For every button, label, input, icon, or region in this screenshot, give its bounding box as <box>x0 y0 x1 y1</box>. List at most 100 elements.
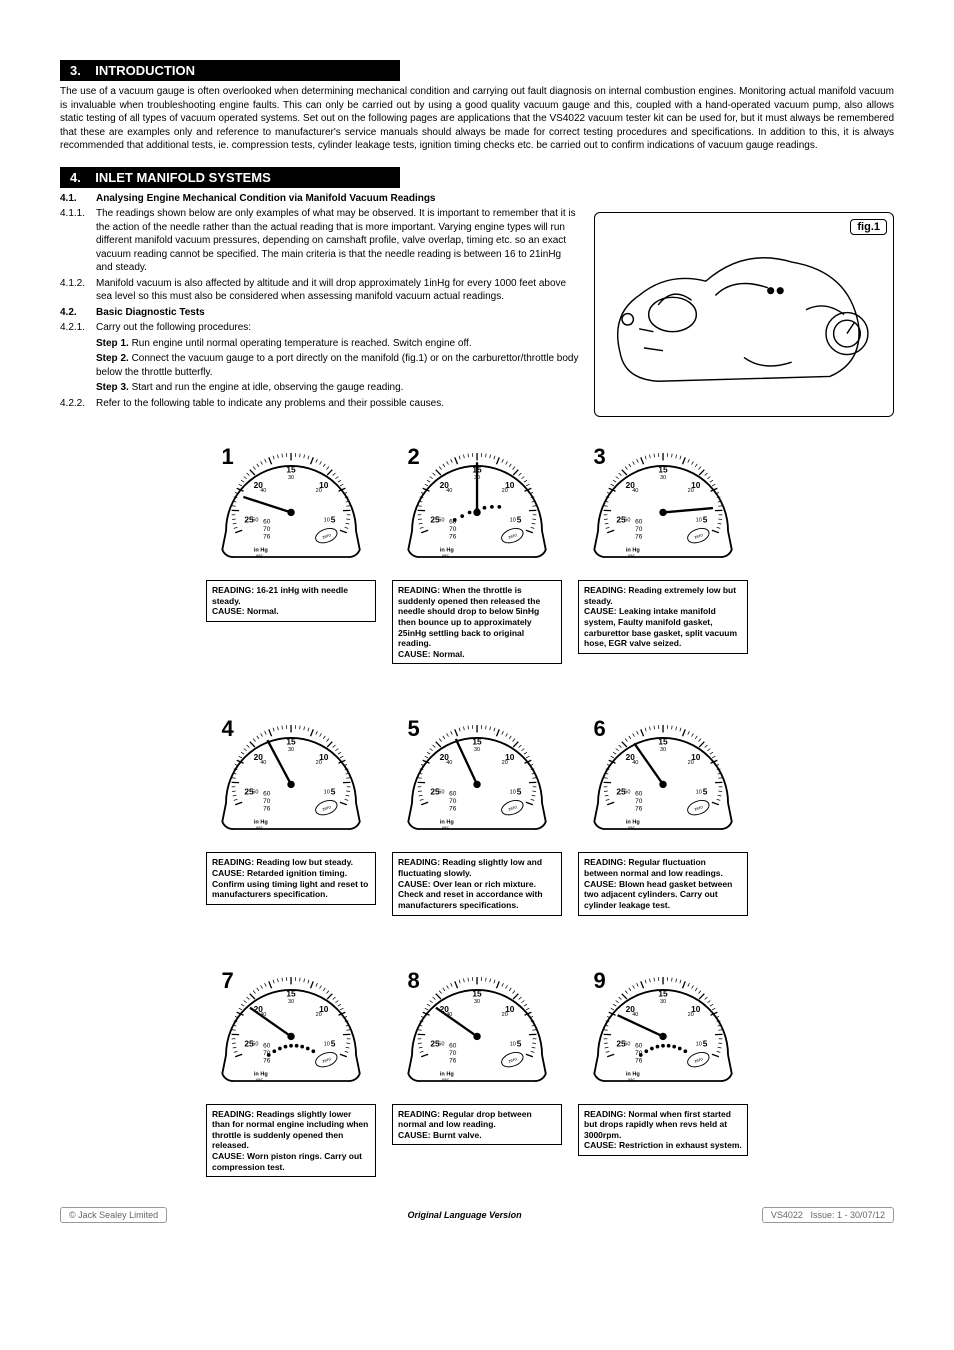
svg-text:50: 50 <box>438 1041 444 1047</box>
svg-text:vac: vac <box>255 1077 263 1082</box>
svg-text:20: 20 <box>315 760 321 766</box>
gauge-image: 2520151055040302010607076 in Hg vac zero… <box>400 712 555 842</box>
svg-text:zero: zero <box>321 1055 332 1063</box>
gauge-image: 2520151055040302010607076 in Hg vac zero… <box>214 964 369 1094</box>
svg-text:20: 20 <box>501 488 507 494</box>
svg-text:10: 10 <box>695 1041 701 1047</box>
section-3-title: INTRODUCTION <box>95 63 195 78</box>
item-text: Manifold vacuum is also affected by alti… <box>96 277 580 304</box>
svg-text:vac: vac <box>441 825 449 830</box>
item-number: 4.1.1. <box>60 207 96 275</box>
procedure-step: Step 2. Connect the vacuum gauge to a po… <box>60 352 580 379</box>
svg-text:5: 5 <box>702 1038 707 1048</box>
svg-text:20: 20 <box>687 488 693 494</box>
gauge-number: 9 <box>594 968 606 994</box>
gauge-cell-2: 2520151055040302010607076 in Hg vac zero… <box>392 440 562 664</box>
svg-text:20: 20 <box>687 760 693 766</box>
svg-text:50: 50 <box>252 790 258 796</box>
intro-paragraph: The use of a vacuum gauge is often overl… <box>60 85 894 153</box>
svg-text:20: 20 <box>687 1011 693 1017</box>
svg-text:5: 5 <box>330 787 335 797</box>
svg-text:20: 20 <box>501 760 507 766</box>
svg-text:76: 76 <box>263 533 271 540</box>
svg-text:vac: vac <box>441 1077 449 1082</box>
section-4-item: 4.2.Basic Diagnostic Tests <box>60 306 580 320</box>
footer-model: VS4022 <box>771 1210 803 1220</box>
svg-text:70: 70 <box>449 1050 457 1057</box>
svg-text:30: 30 <box>659 475 665 481</box>
item-number: 4.2. <box>60 306 96 320</box>
svg-text:15: 15 <box>286 465 296 475</box>
svg-text:30: 30 <box>287 999 293 1005</box>
gauge-caption: READING: Reading extremely low but stead… <box>578 580 748 654</box>
svg-text:vac: vac <box>627 1077 635 1082</box>
svg-text:50: 50 <box>624 1041 630 1047</box>
footer-center: Original Language Version <box>407 1210 521 1220</box>
svg-text:5: 5 <box>516 1038 521 1048</box>
gauge-caption: READING: Reading low but steady. CAUSE: … <box>206 852 376 905</box>
svg-text:50: 50 <box>252 1041 258 1047</box>
gauge-image: 2520151055040302010607076 in Hg vac zero… <box>586 712 741 842</box>
gauge-caption: READING: When the throttle is suddenly o… <box>392 580 562 664</box>
svg-text:20: 20 <box>315 1011 321 1017</box>
gauge-number: 2 <box>408 444 420 470</box>
gauge-cell-7: 2520151055040302010607076 in Hg vac zero… <box>206 964 376 1178</box>
svg-text:5: 5 <box>330 1038 335 1048</box>
svg-text:15: 15 <box>658 988 668 998</box>
section-4-number: 4. <box>70 170 81 185</box>
section-3-number: 3. <box>70 63 81 78</box>
footer-copyright: © Jack Sealey Limited <box>60 1207 167 1223</box>
svg-text:76: 76 <box>635 533 643 540</box>
figure-1-box: fig.1 <box>594 212 894 417</box>
gauge-cell-1: 2520151055040302010607076 in Hg vac zero… <box>206 440 376 664</box>
svg-text:zero: zero <box>693 1055 704 1063</box>
svg-text:zero: zero <box>321 532 332 540</box>
svg-text:70: 70 <box>449 798 457 805</box>
svg-text:vac: vac <box>255 553 263 558</box>
svg-text:15: 15 <box>658 465 668 475</box>
svg-text:vac: vac <box>255 825 263 830</box>
svg-text:10: 10 <box>509 1041 515 1047</box>
section-3-header: 3. INTRODUCTION <box>60 60 400 81</box>
gauge-cell-4: 2520151055040302010607076 in Hg vac zero… <box>206 712 376 915</box>
procedure-step: Step 1. Run engine until normal operatin… <box>60 337 580 351</box>
svg-text:zero: zero <box>507 804 518 812</box>
section-4-title: INLET MANIFOLD SYSTEMS <box>95 170 271 185</box>
svg-text:70: 70 <box>635 798 643 805</box>
svg-text:70: 70 <box>263 526 271 533</box>
gauge-caption: READING: Readings slightly lower than fo… <box>206 1104 376 1178</box>
svg-text:76: 76 <box>449 533 457 540</box>
gauge-image: 2520151055040302010607076 in Hg vac zero… <box>214 440 369 570</box>
svg-text:10: 10 <box>323 518 329 524</box>
svg-text:60: 60 <box>635 1042 643 1049</box>
svg-text:10: 10 <box>695 518 701 524</box>
item-number: 4.2.1. <box>60 321 96 335</box>
svg-text:30: 30 <box>659 747 665 753</box>
gauge-number: 3 <box>594 444 606 470</box>
svg-text:40: 40 <box>446 760 452 766</box>
svg-text:10: 10 <box>323 790 329 796</box>
gauge-diagnostic-grid: 2520151055040302010607076 in Hg vac zero… <box>60 440 894 1177</box>
gauge-number: 8 <box>408 968 420 994</box>
svg-text:76: 76 <box>263 1057 271 1064</box>
gauge-image: 2520151055040302010607076 in Hg vac zero… <box>586 964 741 1094</box>
svg-text:60: 60 <box>635 791 643 798</box>
item-number: 4.1.2. <box>60 277 96 304</box>
gauge-caption: READING: 16-21 inHg with needle steady. … <box>206 580 376 622</box>
gauge-number: 6 <box>594 716 606 742</box>
footer-right: VS4022 Issue: 1 - 30/07/12 <box>762 1207 894 1223</box>
item-text: Carry out the following procedures: <box>96 321 580 335</box>
svg-text:40: 40 <box>260 488 266 494</box>
svg-text:40: 40 <box>632 488 638 494</box>
svg-text:zero: zero <box>693 532 704 540</box>
svg-text:60: 60 <box>635 519 643 526</box>
svg-text:70: 70 <box>635 526 643 533</box>
svg-text:30: 30 <box>473 747 479 753</box>
svg-text:40: 40 <box>260 760 266 766</box>
gauge-image: 2520151055040302010607076 in Hg vac zero… <box>586 440 741 570</box>
gauge-image: 2520151055040302010607076 in Hg vac zero… <box>400 964 555 1094</box>
step-text: Step 1. Run engine until normal operatin… <box>96 337 580 351</box>
svg-text:15: 15 <box>472 737 482 747</box>
svg-text:10: 10 <box>509 518 515 524</box>
svg-text:50: 50 <box>438 790 444 796</box>
